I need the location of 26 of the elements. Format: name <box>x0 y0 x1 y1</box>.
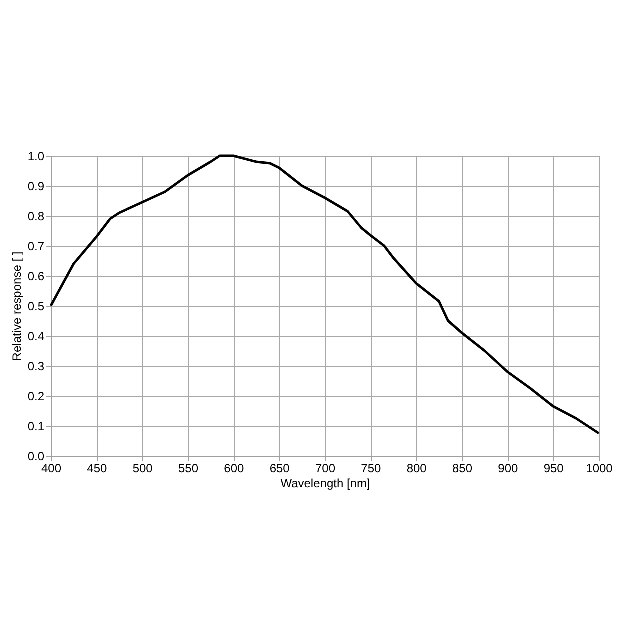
y-tick-label: 0.4 <box>28 330 45 344</box>
x-tick-label: 500 <box>132 462 154 476</box>
y-tick-label: 0.3 <box>28 360 45 374</box>
x-tick-label: 650 <box>270 462 290 476</box>
x-tick-label: 600 <box>224 462 244 476</box>
x-tick-label: 850 <box>452 462 473 476</box>
x-tick-label: 1000 <box>586 462 614 476</box>
y-tick-label: 0.9 <box>28 180 45 194</box>
y-tick-label: 0.1 <box>28 420 45 434</box>
y-tick-label: 0.0 <box>28 450 45 464</box>
y-tick-label: 0.7 <box>28 240 45 254</box>
y-tick-label: 0.6 <box>28 270 45 284</box>
x-tick-label: 900 <box>498 462 518 476</box>
y-tick-label: 0.8 <box>28 210 45 224</box>
x-tick-label: 800 <box>406 462 428 476</box>
y-tick-label: 1.0 <box>28 150 45 164</box>
x-tick-label: 700 <box>315 462 336 476</box>
y-tick-label: 0.5 <box>28 300 45 314</box>
y-tick-label: 0.2 <box>28 390 45 404</box>
x-axis-title: Wavelength [nm] <box>280 476 370 490</box>
x-tick-label: 550 <box>178 462 199 476</box>
x-tick-label: 450 <box>87 462 108 476</box>
x-tick-label: 750 <box>361 462 382 476</box>
x-tick-label: 950 <box>544 462 564 476</box>
y-axis-title: Relative response [ ] <box>10 252 24 362</box>
x-tick-label: 400 <box>41 462 62 476</box>
